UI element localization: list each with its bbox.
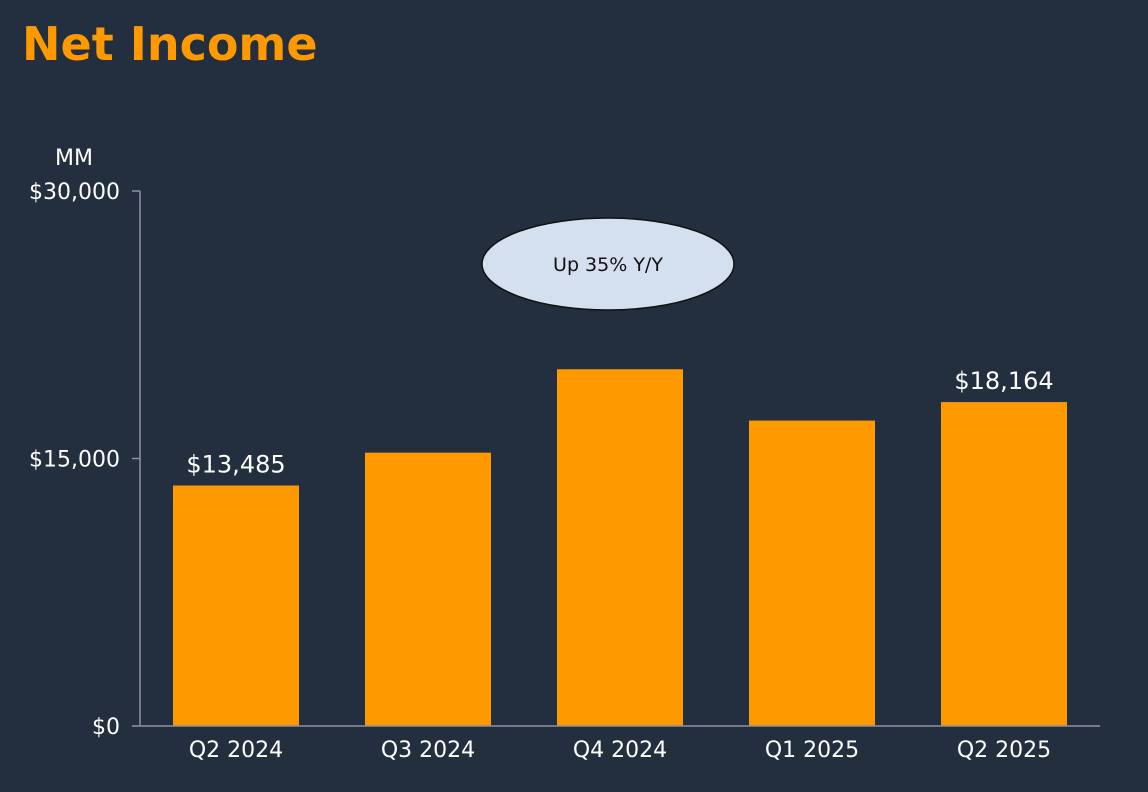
y-tick-label: $0	[92, 715, 120, 740]
bar-data-label: $18,164	[954, 367, 1053, 395]
bar	[749, 420, 875, 726]
bar-data-label: $13,485	[186, 451, 285, 479]
growth-callout-ellipse	[481, 217, 735, 311]
y-tick-label: $15,000	[29, 448, 120, 473]
page-title: Net Income	[22, 17, 318, 71]
x-tick-label: Q3 2024	[381, 738, 475, 763]
growth-callout: Up 35% Y/Y	[481, 217, 735, 311]
bar	[365, 452, 491, 726]
y-axis-unit-label: MM	[55, 146, 93, 171]
y-tick-label: $30,000	[29, 180, 120, 205]
x-tick-label: Q4 2024	[573, 738, 667, 763]
bar	[557, 369, 683, 726]
x-tick-label: Q2 2025	[957, 738, 1051, 763]
bars: $13,485 $18,164	[173, 367, 1067, 726]
x-axis: Q2 2024 Q3 2024 Q4 2024 Q1 2025 Q2 2025	[140, 725, 1100, 763]
x-tick-label: Q2 2024	[189, 738, 283, 763]
bar	[173, 485, 299, 726]
growth-callout-text: Up 35% Y/Y	[553, 254, 663, 276]
bar	[941, 402, 1067, 726]
y-axis: $0 $15,000 $30,000	[29, 180, 141, 740]
x-tick-label: Q1 2025	[765, 738, 859, 763]
